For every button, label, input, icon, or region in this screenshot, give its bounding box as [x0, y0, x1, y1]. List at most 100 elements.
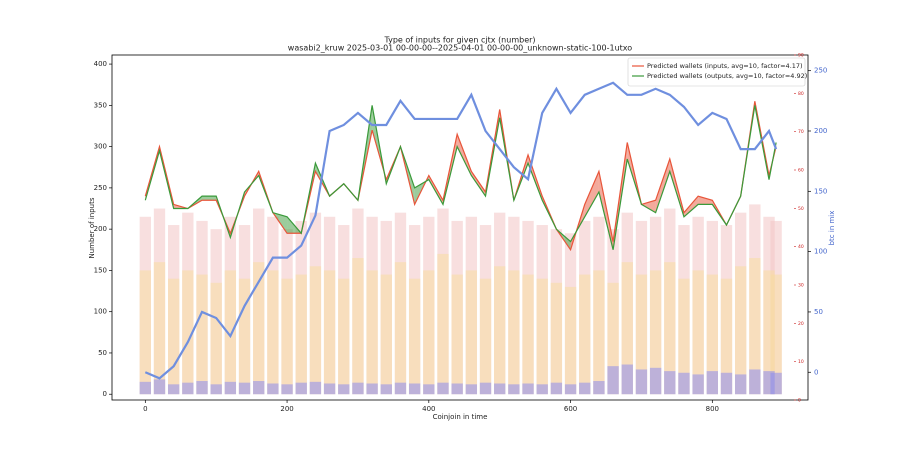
difference-fill [584, 171, 599, 217]
y-tick-label: 300 [94, 143, 107, 151]
bar [621, 262, 633, 395]
bar [734, 374, 747, 395]
bar [564, 286, 577, 395]
y-axis-label: Number of inputs [88, 197, 96, 258]
y-tick-label: 200 [94, 225, 107, 233]
bar [394, 382, 407, 395]
bar [338, 384, 350, 395]
y2-tick-label: 150 [814, 187, 827, 195]
bar [437, 253, 449, 395]
bar [479, 382, 492, 395]
bar [323, 270, 336, 395]
bar [167, 278, 180, 395]
bar [649, 367, 662, 395]
bar [621, 364, 633, 395]
bar [309, 266, 322, 395]
y2-tick-label: 0 [814, 368, 818, 376]
bar [238, 278, 251, 395]
bar [479, 278, 492, 395]
bar [210, 282, 222, 395]
legend-label: Predicted wallets (outputs, avg=10, fact… [647, 72, 807, 80]
bar [770, 274, 782, 395]
x-tick-label: 600 [564, 405, 577, 413]
y3-tick-label: 20 [798, 321, 804, 327]
difference-fill [202, 196, 217, 201]
bar [522, 383, 534, 395]
bar [196, 381, 208, 395]
bar [281, 278, 293, 395]
bar [295, 382, 307, 395]
y2-tick-label: 100 [814, 248, 827, 256]
bar [706, 274, 718, 395]
series-line [144, 81, 778, 380]
bar [635, 274, 648, 395]
bar [394, 262, 407, 395]
bar [720, 372, 733, 395]
y-tick-label: 0 [103, 390, 107, 398]
bar [550, 282, 563, 395]
y3-tick-label: 40 [798, 244, 804, 250]
y3-tick-label: 70 [798, 129, 804, 135]
bar [465, 384, 478, 395]
y-tick-label: 50 [98, 349, 107, 357]
x-tick-label: 0 [143, 405, 147, 413]
bar [692, 374, 704, 395]
bar [593, 381, 605, 395]
bar [734, 266, 747, 395]
bar [550, 382, 563, 395]
bar [579, 382, 591, 395]
bar [309, 381, 322, 395]
x-tick-label: 800 [706, 405, 719, 413]
bar [295, 274, 307, 395]
chart-title: Type of inputs for given cjtx (number) [383, 36, 535, 45]
bar [664, 371, 676, 395]
bar [352, 382, 364, 395]
y2-tick-label: 50 [814, 308, 823, 316]
difference-fill [641, 200, 656, 213]
bar [564, 384, 577, 395]
bar [253, 262, 265, 395]
difference-fill [698, 196, 713, 205]
bar [167, 384, 180, 395]
bar [253, 381, 265, 395]
x-axis-label: Coinjoin in time [433, 413, 488, 421]
legend-box [627, 57, 806, 87]
bar [706, 371, 718, 395]
bar [607, 282, 619, 395]
legend-label: Predicted wallets (inputs, avg=10, facto… [647, 62, 803, 70]
y3-tick-label: 60 [798, 168, 804, 174]
bar [210, 384, 222, 395]
series-line [144, 105, 777, 250]
bar [423, 384, 435, 395]
y-tick-label: 400 [94, 60, 107, 68]
bar [635, 369, 648, 395]
bar [678, 372, 690, 395]
x-tick-label: 200 [280, 405, 293, 413]
bar [408, 278, 421, 395]
bar [579, 274, 591, 395]
bar [692, 270, 704, 395]
bar [649, 270, 662, 395]
bar [494, 383, 506, 395]
y3-tick-label: 50 [798, 206, 804, 212]
bar [749, 369, 761, 395]
bar [607, 366, 619, 395]
bar [522, 274, 534, 395]
bar [238, 382, 251, 395]
y3-tick-label: 80 [798, 91, 804, 97]
difference-fill [683, 196, 699, 217]
bar [664, 262, 676, 395]
bar [749, 258, 761, 395]
y2-tick-label: 200 [814, 127, 827, 135]
bar [366, 270, 378, 395]
bar [267, 270, 279, 395]
y2-tick-label: 250 [814, 67, 827, 75]
plot-frame [111, 54, 809, 401]
bar [196, 274, 208, 395]
y3-tick-label: 90 [798, 53, 804, 59]
y2-axis-label: btc in mix [828, 211, 836, 246]
y3-tick-label: 10 [798, 359, 804, 365]
bar [380, 384, 392, 395]
chart-subtitle: wasabi2_kruw 2025-03-01 00-00-00--2025-0… [288, 44, 632, 53]
